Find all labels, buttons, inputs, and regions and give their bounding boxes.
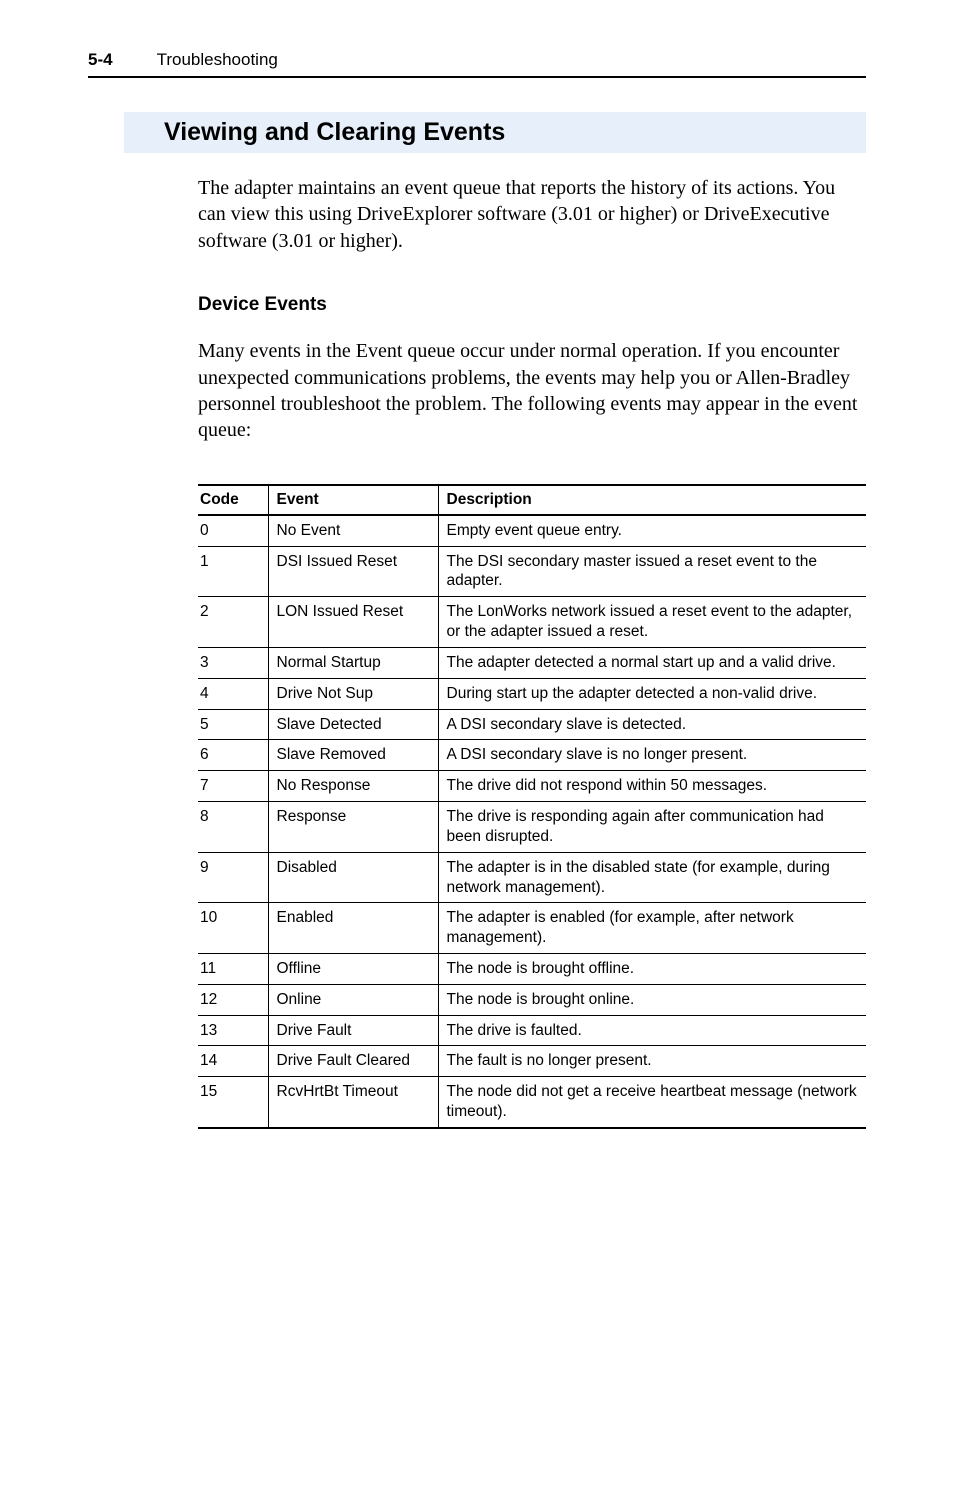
cell-description: The adapter detected a normal start up a… — [438, 647, 866, 678]
events-table: Code Event Description 0No EventEmpty ev… — [198, 484, 866, 1129]
cell-description: A DSI secondary slave is detected. — [438, 709, 866, 740]
cell-description: During start up the adapter detected a n… — [438, 678, 866, 709]
table-row: 10EnabledThe adapter is enabled (for exa… — [198, 903, 866, 954]
chapter-title: Troubleshooting — [157, 50, 278, 70]
col-header-event: Event — [268, 485, 438, 515]
cell-description: The adapter is enabled (for example, aft… — [438, 903, 866, 954]
cell-event: No Event — [268, 515, 438, 546]
cell-event: No Response — [268, 771, 438, 802]
cell-event: Drive Not Sup — [268, 678, 438, 709]
table-row: 15RcvHrtBt TimeoutThe node did not get a… — [198, 1077, 866, 1128]
col-header-code: Code — [198, 485, 268, 515]
table-row: 3Normal StartupThe adapter detected a no… — [198, 647, 866, 678]
table-body: 0No EventEmpty event queue entry.1DSI Is… — [198, 515, 866, 1128]
cell-event: Drive Fault — [268, 1015, 438, 1046]
cell-code: 15 — [198, 1077, 268, 1128]
table-row: 14Drive Fault ClearedThe fault is no lon… — [198, 1046, 866, 1077]
cell-description: A DSI secondary slave is no longer prese… — [438, 740, 866, 771]
cell-description: The LonWorks network issued a reset even… — [438, 597, 866, 648]
cell-code: 14 — [198, 1046, 268, 1077]
intro-paragraph: The adapter maintains an event queue tha… — [198, 175, 866, 254]
section-heading-wrap: Viewing and Clearing Events — [124, 112, 866, 153]
table-row: 13Drive FaultThe drive is faulted. — [198, 1015, 866, 1046]
cell-description: The node did not get a receive heartbeat… — [438, 1077, 866, 1128]
cell-event: Slave Removed — [268, 740, 438, 771]
cell-event: DSI Issued Reset — [268, 546, 438, 597]
table-row: 9DisabledThe adapter is in the disabled … — [198, 852, 866, 903]
table-row: 4Drive Not SupDuring start up the adapte… — [198, 678, 866, 709]
cell-description: The drive is responding again after comm… — [438, 802, 866, 853]
cell-code: 13 — [198, 1015, 268, 1046]
table-row: 8ResponseThe drive is responding again a… — [198, 802, 866, 853]
cell-code: 1 — [198, 546, 268, 597]
page-number: 5-4 — [88, 50, 113, 70]
running-header: 5-4 Troubleshooting — [88, 50, 866, 78]
cell-event: Offline — [268, 953, 438, 984]
table-row: 0No EventEmpty event queue entry. — [198, 515, 866, 546]
table-row: 11OfflineThe node is brought offline. — [198, 953, 866, 984]
cell-event: Enabled — [268, 903, 438, 954]
cell-code: 7 — [198, 771, 268, 802]
table-row: 6Slave RemovedA DSI secondary slave is n… — [198, 740, 866, 771]
table-header: Code Event Description — [198, 485, 866, 515]
cell-event: Normal Startup — [268, 647, 438, 678]
cell-description: The drive did not respond within 50 mess… — [438, 771, 866, 802]
cell-code: 10 — [198, 903, 268, 954]
cell-description: The DSI secondary master issued a reset … — [438, 546, 866, 597]
table-row: 2LON Issued ResetThe LonWorks network is… — [198, 597, 866, 648]
cell-description: The adapter is in the disabled state (fo… — [438, 852, 866, 903]
cell-code: 5 — [198, 709, 268, 740]
cell-code: 2 — [198, 597, 268, 648]
cell-code: 6 — [198, 740, 268, 771]
col-header-description: Description — [438, 485, 866, 515]
page-container: 5-4 Troubleshooting Viewing and Clearing… — [0, 0, 954, 1189]
cell-event: Online — [268, 984, 438, 1015]
section-heading: Viewing and Clearing Events — [124, 118, 866, 147]
cell-description: The node is brought online. — [438, 984, 866, 1015]
cell-event: Response — [268, 802, 438, 853]
cell-description: The drive is faulted. — [438, 1015, 866, 1046]
cell-event: Slave Detected — [268, 709, 438, 740]
cell-code: 4 — [198, 678, 268, 709]
cell-event: Disabled — [268, 852, 438, 903]
cell-code: 3 — [198, 647, 268, 678]
cell-event: LON Issued Reset — [268, 597, 438, 648]
device-events-heading: Device Events — [198, 294, 866, 316]
header-inner: 5-4 Troubleshooting — [88, 50, 866, 70]
table-row: 5Slave DetectedA DSI secondary slave is … — [198, 709, 866, 740]
cell-description: The node is brought offline. — [438, 953, 866, 984]
table-row: 12OnlineThe node is brought online. — [198, 984, 866, 1015]
device-events-paragraph: Many events in the Event queue occur und… — [198, 338, 866, 444]
table-row: 7No ResponseThe drive did not respond wi… — [198, 771, 866, 802]
cell-event: Drive Fault Cleared — [268, 1046, 438, 1077]
cell-code: 12 — [198, 984, 268, 1015]
table-row: 1DSI Issued ResetThe DSI secondary maste… — [198, 546, 866, 597]
cell-code: 9 — [198, 852, 268, 903]
cell-event: RcvHrtBt Timeout — [268, 1077, 438, 1128]
cell-description: Empty event queue entry. — [438, 515, 866, 546]
cell-code: 8 — [198, 802, 268, 853]
cell-code: 0 — [198, 515, 268, 546]
cell-code: 11 — [198, 953, 268, 984]
cell-description: The fault is no longer present. — [438, 1046, 866, 1077]
